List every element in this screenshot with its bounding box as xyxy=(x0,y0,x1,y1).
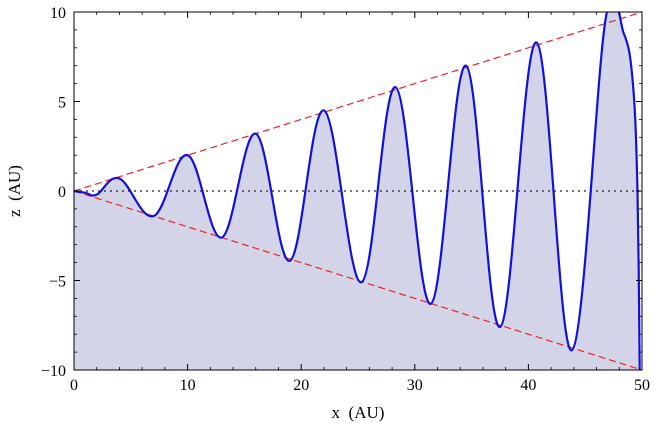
x-tick-label: 10 xyxy=(180,377,196,394)
x-tick-label: 20 xyxy=(293,377,309,394)
y-tick-label: −10 xyxy=(41,363,66,380)
area-fill xyxy=(74,12,640,370)
x-tick-label: 0 xyxy=(70,377,78,394)
y-axis-label: z (AU) xyxy=(5,165,24,217)
x-tick-label: 50 xyxy=(634,377,650,394)
x-tick-label: 30 xyxy=(407,377,423,394)
y-tick-label: 0 xyxy=(58,184,66,201)
envelope-upper-line xyxy=(74,12,642,192)
x-axis-label: x (AU) xyxy=(332,403,385,422)
y-tick-label: 10 xyxy=(50,5,66,22)
y-tick-label: 5 xyxy=(58,95,66,112)
x-tick-label: 40 xyxy=(520,377,536,394)
y-tick-label: −5 xyxy=(49,274,66,291)
series-line xyxy=(74,12,641,370)
